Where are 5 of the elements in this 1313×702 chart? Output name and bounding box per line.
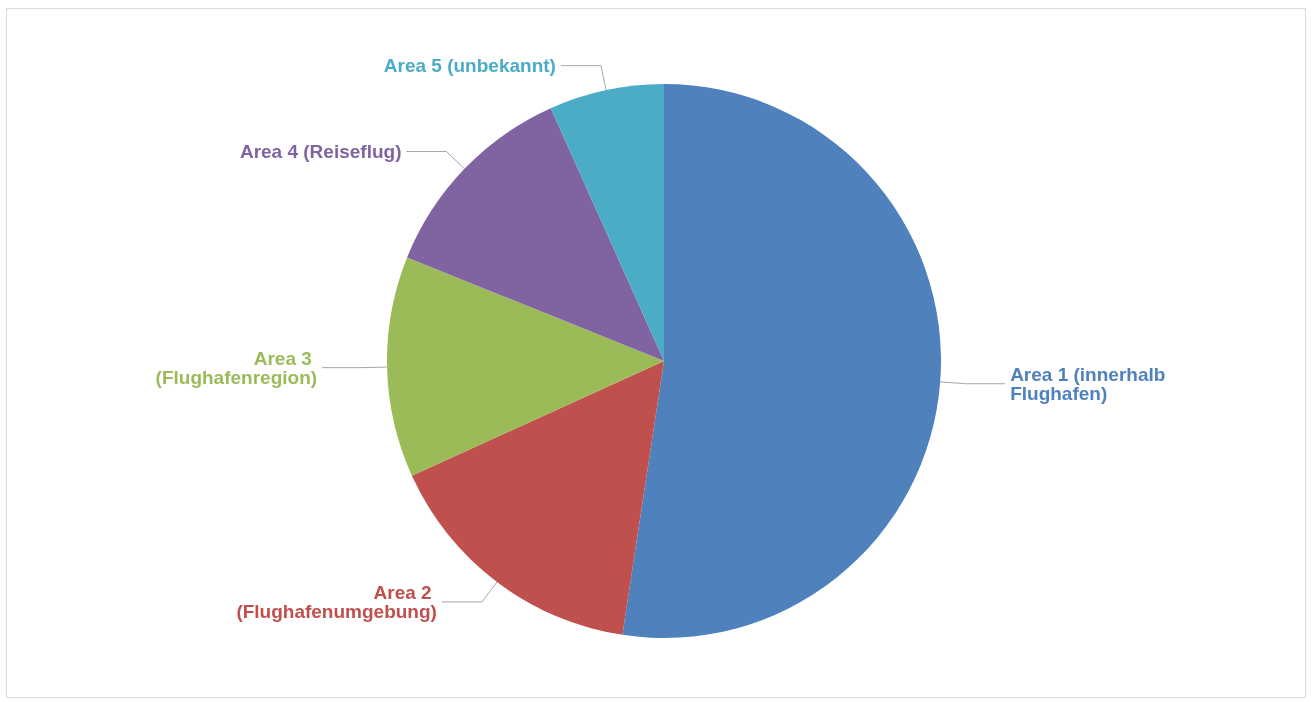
slice-label: Area 4 (Reiseflug)	[239, 141, 402, 163]
slice-label: Area 2 (Flughafenumgebung)	[236, 581, 437, 622]
slice-label: Area 1 (innerhalb Flughafen)	[1010, 363, 1171, 404]
slice-label: Area 5 (unbekannt)	[383, 55, 556, 77]
slice-label: Area 3 (Flughafenregion)	[155, 347, 318, 388]
